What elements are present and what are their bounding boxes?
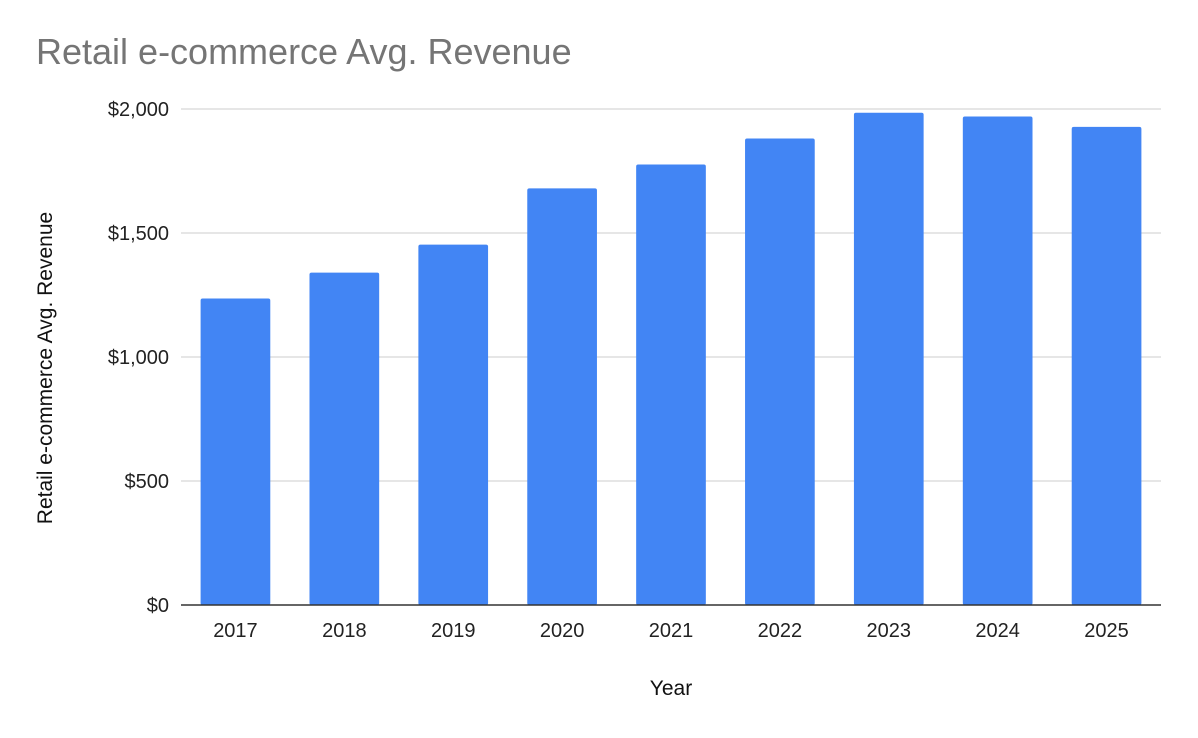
bar-2019 xyxy=(418,244,489,605)
y-tick-label: $1,500 xyxy=(108,223,169,245)
bar-2023 xyxy=(853,112,924,605)
x-tick-label: 2025 xyxy=(1084,620,1129,642)
x-tick-label: 2023 xyxy=(867,620,912,642)
bar-2021 xyxy=(636,164,706,605)
x-tick-label: 2018 xyxy=(322,620,367,642)
y-tick-label: $500 xyxy=(125,471,170,493)
x-tick-label: 2017 xyxy=(213,620,258,642)
x-tick-label: 2019 xyxy=(431,620,476,642)
x-tick-labels: 2017 2018 2019 2020 2021 2022 2023 2024 2025 xyxy=(213,620,1129,642)
y-tick-label: $1,000 xyxy=(108,347,169,369)
bar-2025 xyxy=(1071,126,1142,605)
bar-2020 xyxy=(527,188,597,606)
bar-2022 xyxy=(745,138,815,605)
y-axis-label: Retail e-commerce Avg. Revenue xyxy=(34,212,57,524)
y-tick-labels: $0 $500 $1,000 $1,500 $2,000 xyxy=(108,99,169,617)
bar-2018 xyxy=(309,272,380,605)
chart-title: Retail e-commerce Avg. Revenue xyxy=(36,31,572,72)
x-tick-label: 2021 xyxy=(649,620,694,642)
bar-2017 xyxy=(200,298,271,605)
x-tick-label: 2022 xyxy=(758,620,803,642)
y-tick-label: $0 xyxy=(147,595,169,617)
x-tick-label: 2024 xyxy=(975,620,1020,642)
y-tick-label: $2,000 xyxy=(108,99,169,121)
bars xyxy=(200,112,1142,606)
x-tick-label: 2020 xyxy=(540,620,585,642)
bar-2024 xyxy=(962,116,1033,605)
x-axis-label: Year xyxy=(650,677,692,700)
